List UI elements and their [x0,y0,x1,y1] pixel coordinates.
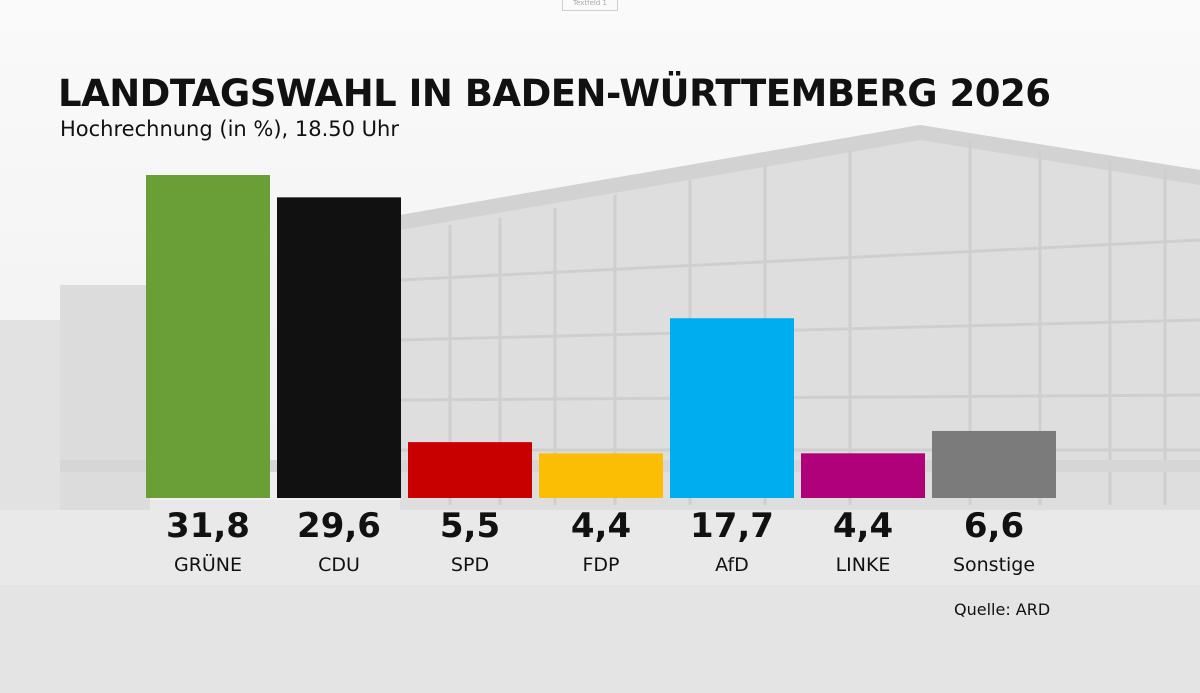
bar-linke [801,453,925,498]
category-label-fdp: FDP [582,554,619,576]
chart-subtitle: Hochrechnung (in %), 18.50 Uhr [60,117,399,141]
category-label-spd: SPD [451,554,489,576]
source-note: Quelle: ARD [954,600,1051,619]
value-label-sonstige: 6,6 [964,506,1024,546]
category-label-sonstige: Sonstige [953,554,1035,576]
bar-afd [670,318,794,498]
category-label-gruene: GRÜNE [174,553,242,576]
value-label-gruene: 31,8 [166,506,250,546]
bar-sonstige [932,430,1056,498]
category-label-afd: AfD [715,554,749,576]
bar-spd [408,442,532,498]
value-label-cdu: 29,6 [297,506,381,546]
value-label-spd: 5,5 [440,506,500,546]
category-label-cdu: CDU [318,554,360,576]
value-label-linke: 4,4 [833,506,893,546]
chart-title: LANDTAGSWAHL IN BADEN-WÜRTTEMBERG 2026 [58,72,1051,115]
value-label-afd: 17,7 [690,506,774,546]
textbox-tag: Textfeld 1 [562,0,618,11]
bar-gruene [146,175,270,498]
value-label-fdp: 4,4 [571,506,631,546]
bar-cdu [277,197,401,498]
category-label-linke: LINKE [836,554,891,576]
bar-fdp [539,453,663,498]
